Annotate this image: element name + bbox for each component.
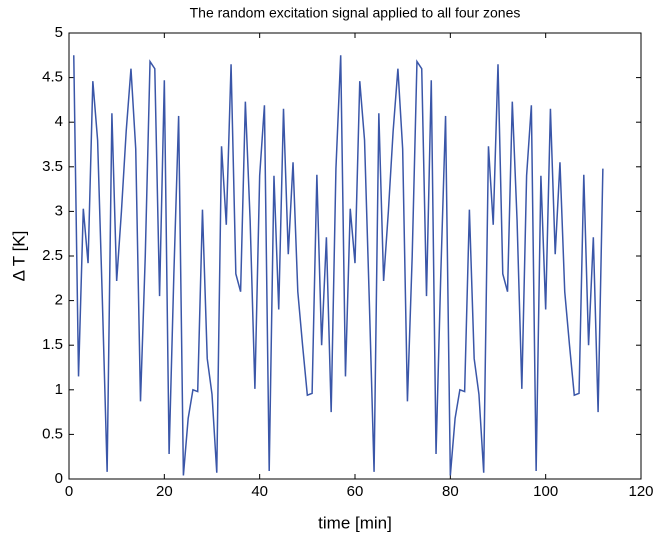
y-tick-label: 3 <box>55 202 63 219</box>
y-tick-label: 0.5 <box>42 425 63 442</box>
x-tick-label: 60 <box>347 483 364 500</box>
x-tick-label: 40 <box>251 483 268 500</box>
x-tick-label: 80 <box>442 483 459 500</box>
y-tick-label: 0 <box>55 470 63 487</box>
y-tick-label: 4.5 <box>42 69 63 86</box>
y-tick-label: 2 <box>55 292 63 309</box>
y-tick-label: 3.5 <box>42 158 63 175</box>
y-tick-label: 5 <box>55 24 63 41</box>
x-tick-label: 100 <box>533 483 558 500</box>
x-tick-label: 120 <box>628 483 653 500</box>
y-tick-label: 1.5 <box>42 336 63 353</box>
x-tick-label: 20 <box>156 483 173 500</box>
y-tick-label: 4 <box>55 113 63 130</box>
data-line <box>73 55 604 476</box>
y-axis-label: Δ T [K] <box>9 231 28 282</box>
chart-title: The random excitation signal applied to … <box>190 5 521 21</box>
y-tick-label: 1 <box>55 381 63 398</box>
y-tick-label: 2.5 <box>42 247 63 264</box>
x-axis-label: time [min] <box>318 513 392 532</box>
x-tick-label: 0 <box>65 483 73 500</box>
